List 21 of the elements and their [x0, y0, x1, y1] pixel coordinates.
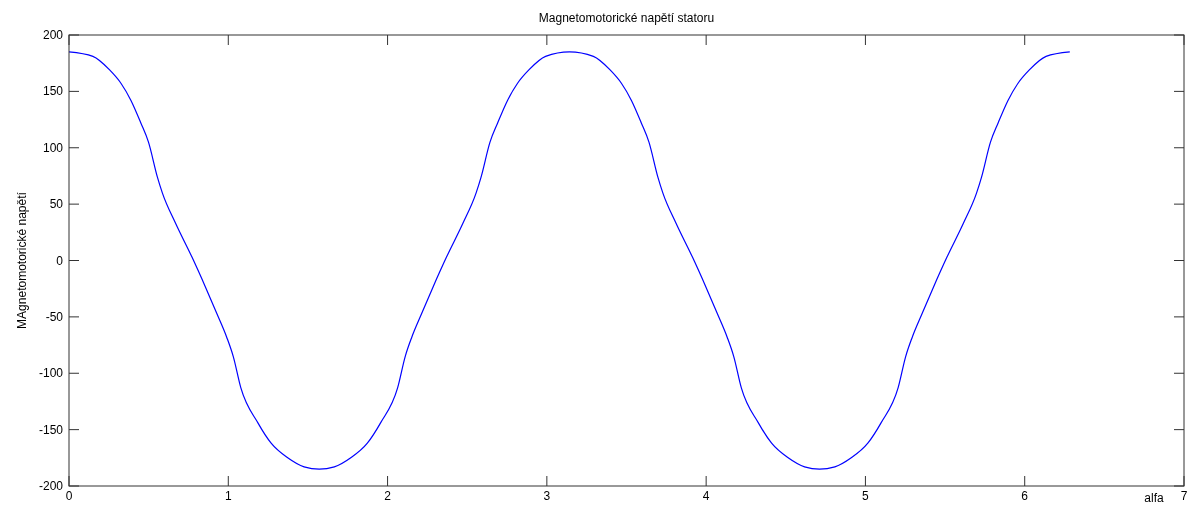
y-tick-label: 200: [42, 28, 64, 42]
x-axis-title: alfa: [1144, 491, 1164, 505]
x-tick-label: 5: [862, 489, 870, 503]
x-tick-label: 7: [1180, 489, 1188, 503]
line-series: [68, 51, 1071, 470]
y-axis-title: MAgnetomotorické napětí: [15, 191, 29, 329]
y-tick-label: -50: [45, 309, 64, 324]
y-tick-label: 0: [56, 253, 64, 268]
x-tick-label: 0: [65, 489, 73, 503]
x-tick-label: 3: [543, 489, 551, 503]
x-tick-label: 2: [384, 489, 392, 503]
y-tick-label: -100: [38, 366, 64, 381]
y-tick-label: 50: [49, 197, 64, 212]
chart-title: Magnetomotorické napětí statoru: [538, 11, 715, 25]
y-tick-label: -200: [38, 479, 64, 493]
y-tick-label: 150: [42, 84, 64, 99]
y-tick-label: -150: [38, 422, 64, 437]
x-tick-label: 6: [1021, 489, 1029, 503]
y-tick-label: 100: [42, 140, 64, 155]
x-tick-label: 1: [224, 489, 232, 503]
x-tick-label: 4: [702, 489, 710, 503]
